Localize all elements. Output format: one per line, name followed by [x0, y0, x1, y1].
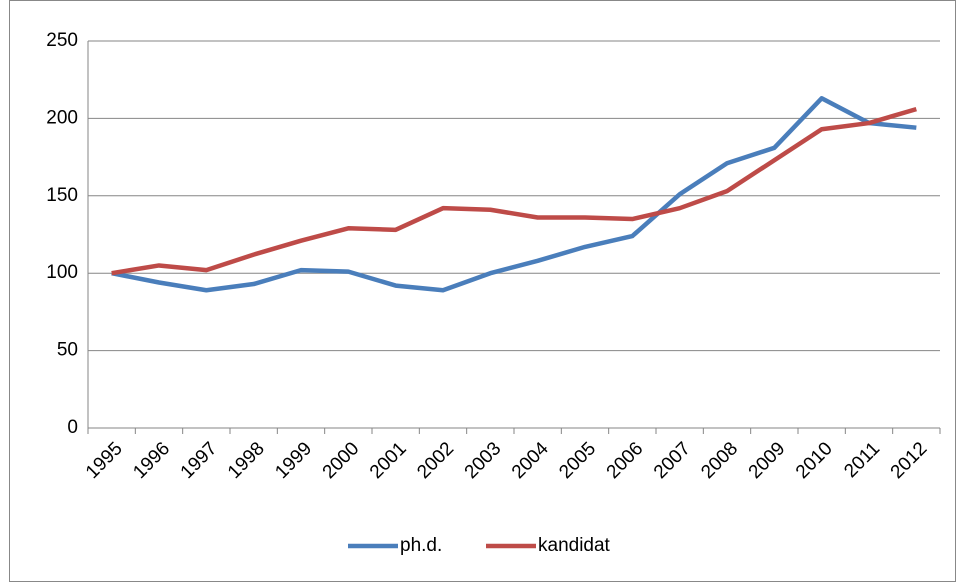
line-series	[111, 96, 917, 293]
y-tick-label: 50	[57, 340, 78, 361]
y-tick-label: 250	[46, 30, 78, 51]
chart-frame	[9, 0, 956, 582]
y-tick-label: 200	[46, 107, 78, 128]
legend-label: ph.d.	[400, 535, 442, 556]
legend-label: kandidat	[538, 535, 611, 556]
y-tick-label: 100	[46, 262, 78, 283]
line-series	[111, 106, 917, 276]
y-tick-label: 150	[46, 185, 78, 206]
y-tick-label: 0	[67, 417, 78, 438]
